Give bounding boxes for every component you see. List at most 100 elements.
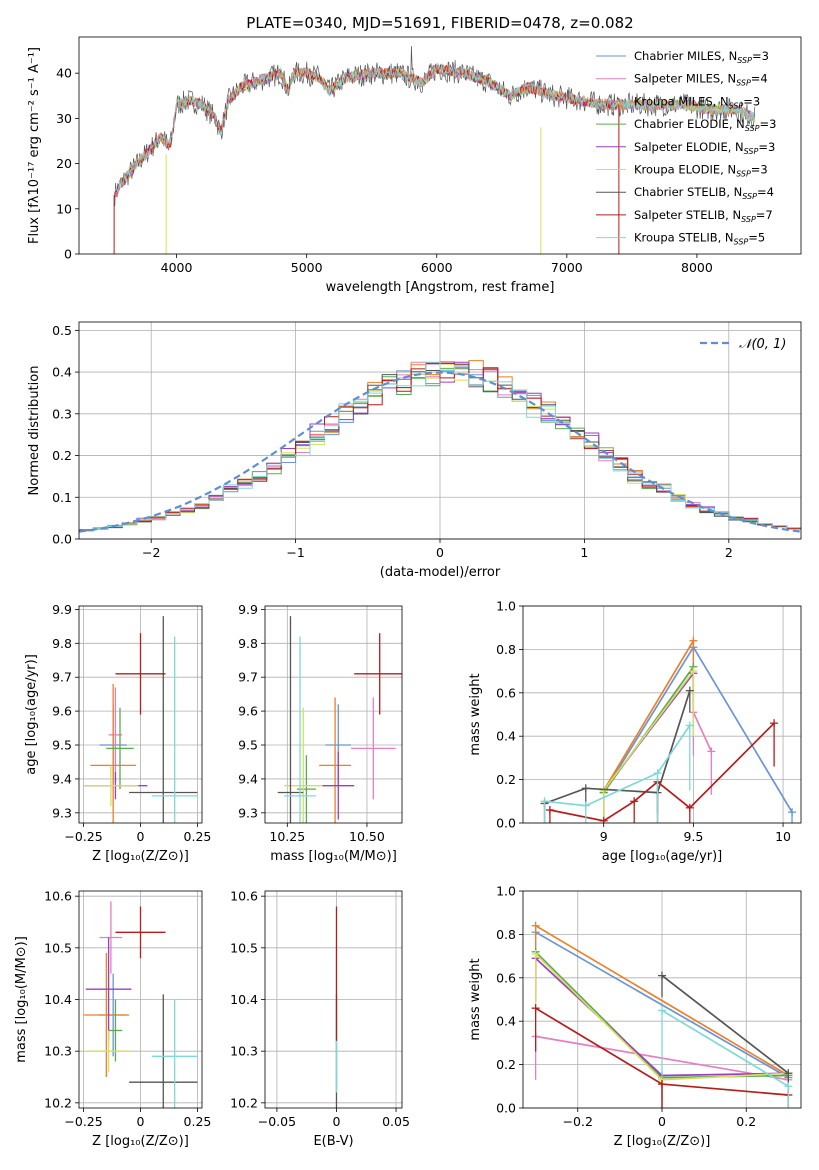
legend-label: Kroupa STELIB, NSSP=5: [634, 231, 765, 247]
x-tick-label: −0.05: [258, 1114, 296, 1129]
x-tick-label: 7000: [551, 260, 583, 275]
x-tick-label: 4000: [161, 260, 193, 275]
axes-frame: [522, 890, 802, 1109]
y-axis-label: age [log₁₀(age/yr)]: [24, 654, 39, 775]
y-tick-label: 9.8: [52, 636, 72, 651]
y-axis-label: mass weight: [468, 673, 483, 755]
y-tick-label: 0.4: [496, 1014, 516, 1029]
x-axis-label: E(B-V): [313, 1134, 353, 1149]
y-tick-label: 9.6: [238, 704, 258, 719]
spectrum-line-8: [114, 62, 756, 193]
y-tick-label: 10.3: [44, 1044, 72, 1059]
legend-label: Chabrier ELODIE, NSSP=3: [634, 117, 776, 133]
x-axis-label: Z [log₁₀(Z/Z⊙)]: [92, 1134, 189, 1149]
panel-mass_vs_Z: −0.25 0 0.25 10.2 10.3 10.4 10.5 10.6 Z [log₁₀(Z…: [14, 889, 212, 1149]
x-tick-label: 5000: [291, 260, 323, 275]
plots-layer: 4000 5000 6000 7000 8000010203040wavelength …: [14, 36, 802, 1149]
y-tick-label: 9.9: [238, 602, 258, 617]
x-tick-label: −1: [286, 545, 304, 560]
x-tick-label: 0: [333, 1114, 341, 1129]
y-tick-label: 10.4: [44, 992, 72, 1007]
axes-frame: [78, 36, 802, 255]
y-tick-label: 0: [64, 247, 72, 262]
x-tick-label: 9.5: [683, 829, 703, 844]
legend-label: Salpeter STELIB, NSSP=7: [634, 208, 773, 224]
y-tick-label: 10.3: [230, 1044, 258, 1059]
gaussian-curve: [79, 371, 801, 533]
axes-frame: [78, 890, 203, 1109]
plot-area: [113, 45, 756, 254]
x-tick-label: 10: [775, 829, 791, 844]
x-tick-label: 0.05: [382, 1114, 410, 1129]
y-tick-label: 0.4: [496, 729, 516, 744]
y-tick-label: 9.3: [238, 805, 258, 820]
x-tick-label: 2: [725, 545, 733, 560]
y-axis-label: Flux [fλ10⁻¹⁷ erg cm⁻² s⁻¹ A⁻¹]: [27, 47, 42, 244]
y-axis-label: mass [log₁₀(M/M⊙)]: [14, 936, 29, 1063]
spectrum-line-7: [113, 63, 619, 201]
x-tick-label: −0.2: [563, 1114, 593, 1129]
x-tick-label: 1: [580, 545, 588, 560]
weight-line-8: [661, 1009, 789, 1088]
y-tick-label: 9.9: [52, 602, 72, 617]
x-tick-label: 0: [658, 1114, 666, 1129]
weight-line-2: [535, 924, 789, 1077]
weight-line-6: [661, 974, 789, 1074]
legend-label: Salpeter MILES, NSSP=4: [634, 72, 768, 88]
figure-title: PLATE=0340, MJD=51691, FIBERID=0478, z=0…: [246, 14, 633, 32]
axes-frame: [78, 321, 802, 540]
x-tick-label: 0.25: [184, 1114, 212, 1129]
legend-label: Salpeter ELODIE, NSSP=3: [634, 140, 775, 156]
axes-frame: [264, 890, 403, 1109]
panel-age_vs_Z: −0.25 0 0.25 9.3 9.4 9.5 9.6 9.7 9.8 9.9 Z [log₁₀(…: [24, 602, 212, 864]
y-tick-label: 9.7: [238, 670, 258, 685]
y-tick-label: 9.5: [238, 738, 258, 753]
y-tick-label: 0.1: [52, 490, 72, 505]
gaussian-legend-label: 𝒩(0, 1): [739, 337, 786, 352]
weight-line-7: [549, 722, 775, 822]
x-tick-label: 0: [137, 1114, 145, 1129]
y-tick-label: 0.0: [496, 1101, 516, 1116]
plot-area: [277, 616, 402, 823]
y-tick-label: 0.8: [496, 927, 516, 942]
y-tick-label: 9.4: [52, 771, 72, 786]
y-tick-label: 9.8: [238, 636, 258, 651]
y-tick-label: 0.6: [496, 685, 516, 700]
plot-area: [83, 901, 198, 1108]
panel-spectrum: 4000 5000 6000 7000 8000 0 10 20 30 40 wavelength …: [27, 36, 802, 295]
x-axis-label: Z [log₁₀(Z/Z⊙)]: [92, 849, 189, 864]
x-tick-label: 6000: [421, 260, 453, 275]
y-tick-label: 0.2: [52, 448, 72, 463]
weight-line-6: [544, 690, 691, 805]
weight-line-0: [535, 931, 789, 1079]
weight-line-8: [544, 724, 691, 807]
panel-weight_vs_age: 9 9.5 10 0.0 0.2 0.4 0.6 0.8 1.0 age [log₁₀(age/y…: [468, 599, 802, 864]
y-tick-label: 0.8: [496, 642, 516, 657]
panel-weight_vs_Z: −0.2 0 0.2 0.0 0.2 0.4 0.6 0.8 1.0 Z [log₁₀(Z/Z⊙)…: [468, 884, 802, 1149]
y-axis-label: mass weight: [468, 958, 483, 1040]
y-tick-label: 0.5: [52, 323, 72, 338]
legend-label: Kroupa ELODIE, NSSP=3: [634, 163, 768, 179]
x-axis-label: age [log₁₀(age/yr)]: [602, 849, 723, 864]
y-tick-label: 0.0: [52, 532, 72, 547]
y-axis-label: Normed distribution: [27, 366, 42, 496]
y-tick-label: 10.5: [230, 940, 258, 955]
y-tick-label: 0.0: [496, 816, 516, 831]
plot-area: [83, 616, 198, 823]
legend-label: Chabrier STELIB, NSSP=4: [634, 185, 774, 201]
y-tick-label: 20: [56, 156, 72, 171]
y-tick-label: 1.0: [496, 599, 516, 614]
x-tick-label: 8000: [681, 260, 713, 275]
y-tick-label: 0.6: [496, 970, 516, 985]
y-tick-label: 10.2: [230, 1095, 258, 1110]
x-tick-label: 10.50: [349, 829, 385, 844]
legend-label: Kroupa MILES, NSSP=3: [634, 94, 760, 110]
y-tick-label: 9.7: [52, 670, 72, 685]
panel-age_vs_mass: 10.25 10.50 9.3 9.4 9.5 9.6 9.7 9.8 9.9 mass [log…: [238, 602, 403, 864]
y-tick-label: 0.2: [496, 1057, 516, 1072]
y-tick-label: 1.0: [496, 884, 516, 899]
x-tick-label: −0.25: [64, 829, 102, 844]
x-tick-label: 0.25: [184, 829, 212, 844]
weight-line-2: [602, 640, 695, 791]
